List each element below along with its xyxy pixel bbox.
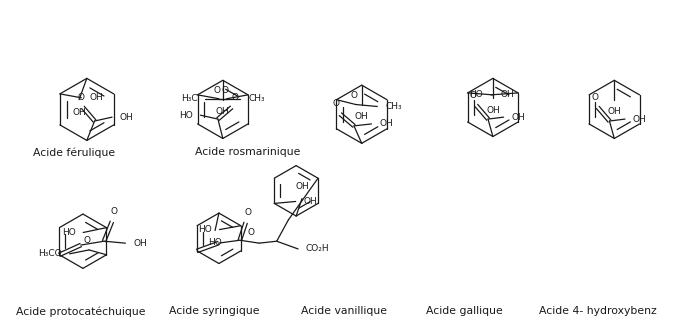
Text: O: O: [222, 86, 228, 95]
Text: OH: OH: [120, 113, 133, 122]
Text: O: O: [110, 207, 117, 216]
Text: OH: OH: [295, 182, 309, 191]
Text: Acide protocatéchuique: Acide protocatéchuique: [16, 306, 145, 317]
Text: O: O: [83, 236, 91, 245]
Text: OH: OH: [608, 108, 621, 117]
Text: OH: OH: [133, 239, 147, 247]
Text: O: O: [470, 91, 477, 100]
Text: O: O: [232, 93, 239, 102]
Text: H₃CO: H₃CO: [38, 249, 62, 258]
Text: HO: HO: [198, 225, 212, 234]
Text: OH: OH: [501, 90, 515, 100]
Text: OH: OH: [486, 106, 499, 115]
Text: OH: OH: [355, 112, 369, 121]
Text: CH₃: CH₃: [248, 94, 265, 103]
Text: OH: OH: [511, 113, 525, 122]
Text: O: O: [244, 208, 251, 217]
Text: HO: HO: [469, 90, 483, 100]
Text: Acide férulique: Acide férulique: [32, 147, 115, 158]
Text: HO: HO: [208, 238, 222, 247]
Text: O: O: [592, 93, 599, 102]
Text: OH: OH: [89, 93, 103, 102]
Text: OH: OH: [379, 119, 393, 128]
Text: OH: OH: [303, 197, 317, 206]
Text: O: O: [333, 100, 340, 108]
Text: HO: HO: [179, 111, 193, 120]
Text: Acide 4- hydroxybenz: Acide 4- hydroxybenz: [539, 306, 657, 316]
Text: OH: OH: [216, 108, 230, 117]
Text: OH: OH: [633, 115, 647, 124]
Text: CO₂H: CO₂H: [306, 245, 330, 254]
Text: O: O: [213, 86, 221, 95]
Text: Acide vanillique: Acide vanillique: [301, 306, 387, 316]
Text: Acide rosmarinique: Acide rosmarinique: [195, 147, 300, 157]
Text: O: O: [78, 93, 85, 102]
Text: O: O: [248, 228, 255, 237]
Text: Acide syringique: Acide syringique: [169, 306, 259, 316]
Text: CH₃: CH₃: [385, 102, 402, 111]
Text: H₃C: H₃C: [181, 94, 197, 103]
Text: Acide gallique: Acide gallique: [427, 306, 503, 316]
Text: HO: HO: [62, 228, 76, 237]
Text: O: O: [350, 91, 358, 100]
Text: OH: OH: [72, 108, 86, 117]
